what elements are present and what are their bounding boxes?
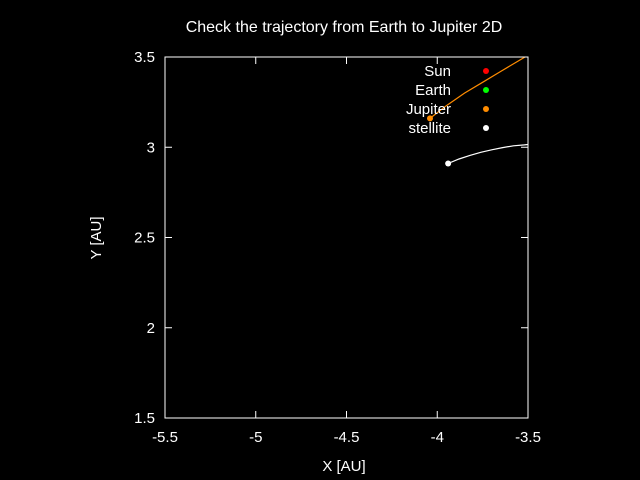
- x-tick-label: -5.5: [152, 429, 178, 446]
- x-tick-label: -4: [431, 429, 444, 446]
- legend-swatch-stellite: [483, 125, 489, 131]
- legend-label-jupiter: Jupiter: [406, 101, 451, 118]
- y-axis-label: Y [AU]: [88, 216, 105, 259]
- legend-swatch-sun: [483, 68, 489, 74]
- marker-layer: [426, 115, 452, 167]
- jupiter-position-marker: [426, 115, 433, 122]
- x-tick-label: -5: [249, 429, 262, 446]
- y-axis: 1.5 2 2.5 3 3.5: [134, 49, 528, 427]
- y-tick-label: 2: [147, 320, 155, 337]
- x-tick-label: -4.5: [334, 429, 360, 446]
- legend-swatch-earth: [483, 87, 489, 93]
- y-tick-label: 3: [147, 139, 155, 156]
- stellite-trajectory-line: [447, 143, 528, 165]
- legend-label-earth: Earth: [415, 82, 451, 99]
- jupiter-trajectory-line: [429, 57, 527, 119]
- x-tick-label: -3.5: [515, 429, 541, 446]
- y-tick-label: 3.5: [134, 49, 155, 66]
- x-axis-label: X [AU]: [322, 458, 365, 475]
- stellite-position-marker: [445, 160, 452, 167]
- legend-label-stellite: stellite: [408, 120, 451, 137]
- legend: Sun Earth Jupiter stellite: [406, 63, 489, 137]
- x-axis: -5.5 -5 -4.5 -4 -3.5: [152, 57, 541, 446]
- legend-swatch-jupiter: [483, 106, 489, 112]
- series-layer: [429, 57, 528, 165]
- y-tick-label: 1.5: [134, 410, 155, 427]
- y-tick-label: 2.5: [134, 230, 155, 247]
- legend-label-sun: Sun: [424, 63, 451, 80]
- chart-title: Check the trajectory from Earth to Jupit…: [186, 19, 503, 36]
